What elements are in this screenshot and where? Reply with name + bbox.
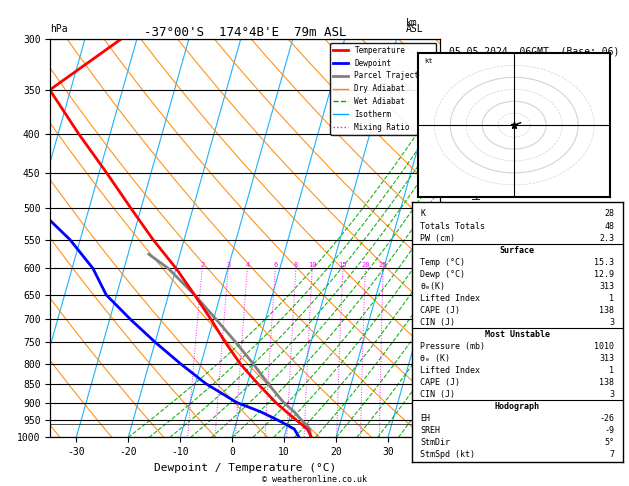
Text: -9: -9: [604, 426, 615, 434]
Text: 2: 2: [200, 262, 204, 268]
Text: 3: 3: [610, 317, 615, 327]
Text: Most Unstable: Most Unstable: [485, 330, 550, 339]
Text: ASL: ASL: [406, 24, 423, 34]
Text: 48: 48: [604, 222, 615, 230]
Text: PW (cm): PW (cm): [420, 233, 455, 243]
Text: 138: 138: [599, 378, 615, 387]
Text: CAPE (J): CAPE (J): [420, 378, 460, 387]
Text: 10: 10: [308, 262, 316, 268]
Text: Lifted Index: Lifted Index: [420, 365, 481, 375]
Text: 5°: 5°: [604, 438, 615, 447]
Text: 05.05.2024  06GMT  (Base: 06): 05.05.2024 06GMT (Base: 06): [449, 47, 620, 57]
Text: SREH: SREH: [420, 426, 440, 434]
Text: 15.3: 15.3: [594, 258, 615, 266]
Text: 20: 20: [361, 262, 370, 268]
Text: hPa: hPa: [50, 24, 68, 34]
Text: θₑ (K): θₑ (K): [420, 354, 450, 363]
Text: Pressure (mb): Pressure (mb): [420, 342, 486, 350]
Text: StmSpd (kt): StmSpd (kt): [420, 450, 476, 459]
Text: K: K: [420, 209, 425, 219]
Text: CIN (J): CIN (J): [420, 317, 455, 327]
Text: CAPE (J): CAPE (J): [420, 306, 460, 314]
Legend: Temperature, Dewpoint, Parcel Trajectory, Dry Adiabat, Wet Adiabat, Isotherm, Mi: Temperature, Dewpoint, Parcel Trajectory…: [330, 43, 436, 135]
Text: Hodograph: Hodograph: [495, 401, 540, 411]
Text: θₑ(K): θₑ(K): [420, 281, 445, 291]
Text: 1010: 1010: [594, 342, 615, 350]
Text: 15: 15: [338, 262, 347, 268]
Text: EH: EH: [420, 414, 430, 423]
Text: StmDir: StmDir: [420, 438, 450, 447]
Text: 7: 7: [610, 450, 615, 459]
Text: 1: 1: [610, 365, 615, 375]
Text: 8: 8: [294, 262, 298, 268]
Text: Totals Totals: Totals Totals: [420, 222, 486, 230]
Text: 6: 6: [273, 262, 277, 268]
Text: 4: 4: [245, 262, 250, 268]
Text: -26: -26: [599, 414, 615, 423]
Text: Dewp (°C): Dewp (°C): [420, 270, 465, 278]
Text: 313: 313: [599, 354, 615, 363]
Text: 3: 3: [610, 390, 615, 399]
Text: Surface: Surface: [500, 245, 535, 255]
Text: 1: 1: [610, 294, 615, 303]
Text: kt: kt: [425, 58, 433, 64]
X-axis label: Dewpoint / Temperature (°C): Dewpoint / Temperature (°C): [154, 463, 337, 473]
Text: CIN (J): CIN (J): [420, 390, 455, 399]
Text: 25: 25: [379, 262, 387, 268]
Text: Lifted Index: Lifted Index: [420, 294, 481, 303]
Text: 2.3: 2.3: [599, 233, 615, 243]
Title: -37°00'S  174°4B'E  79m ASL: -37°00'S 174°4B'E 79m ASL: [144, 26, 347, 39]
Text: Temp (°C): Temp (°C): [420, 258, 465, 266]
Text: km: km: [406, 17, 418, 28]
Text: 12.9: 12.9: [594, 270, 615, 278]
Text: © weatheronline.co.uk: © weatheronline.co.uk: [262, 474, 367, 484]
Text: 138: 138: [599, 306, 615, 314]
Text: 313: 313: [599, 281, 615, 291]
Y-axis label: Mixing Ratio (g/kg): Mixing Ratio (g/kg): [473, 182, 483, 294]
Text: 28: 28: [604, 209, 615, 219]
Text: 3: 3: [226, 262, 230, 268]
